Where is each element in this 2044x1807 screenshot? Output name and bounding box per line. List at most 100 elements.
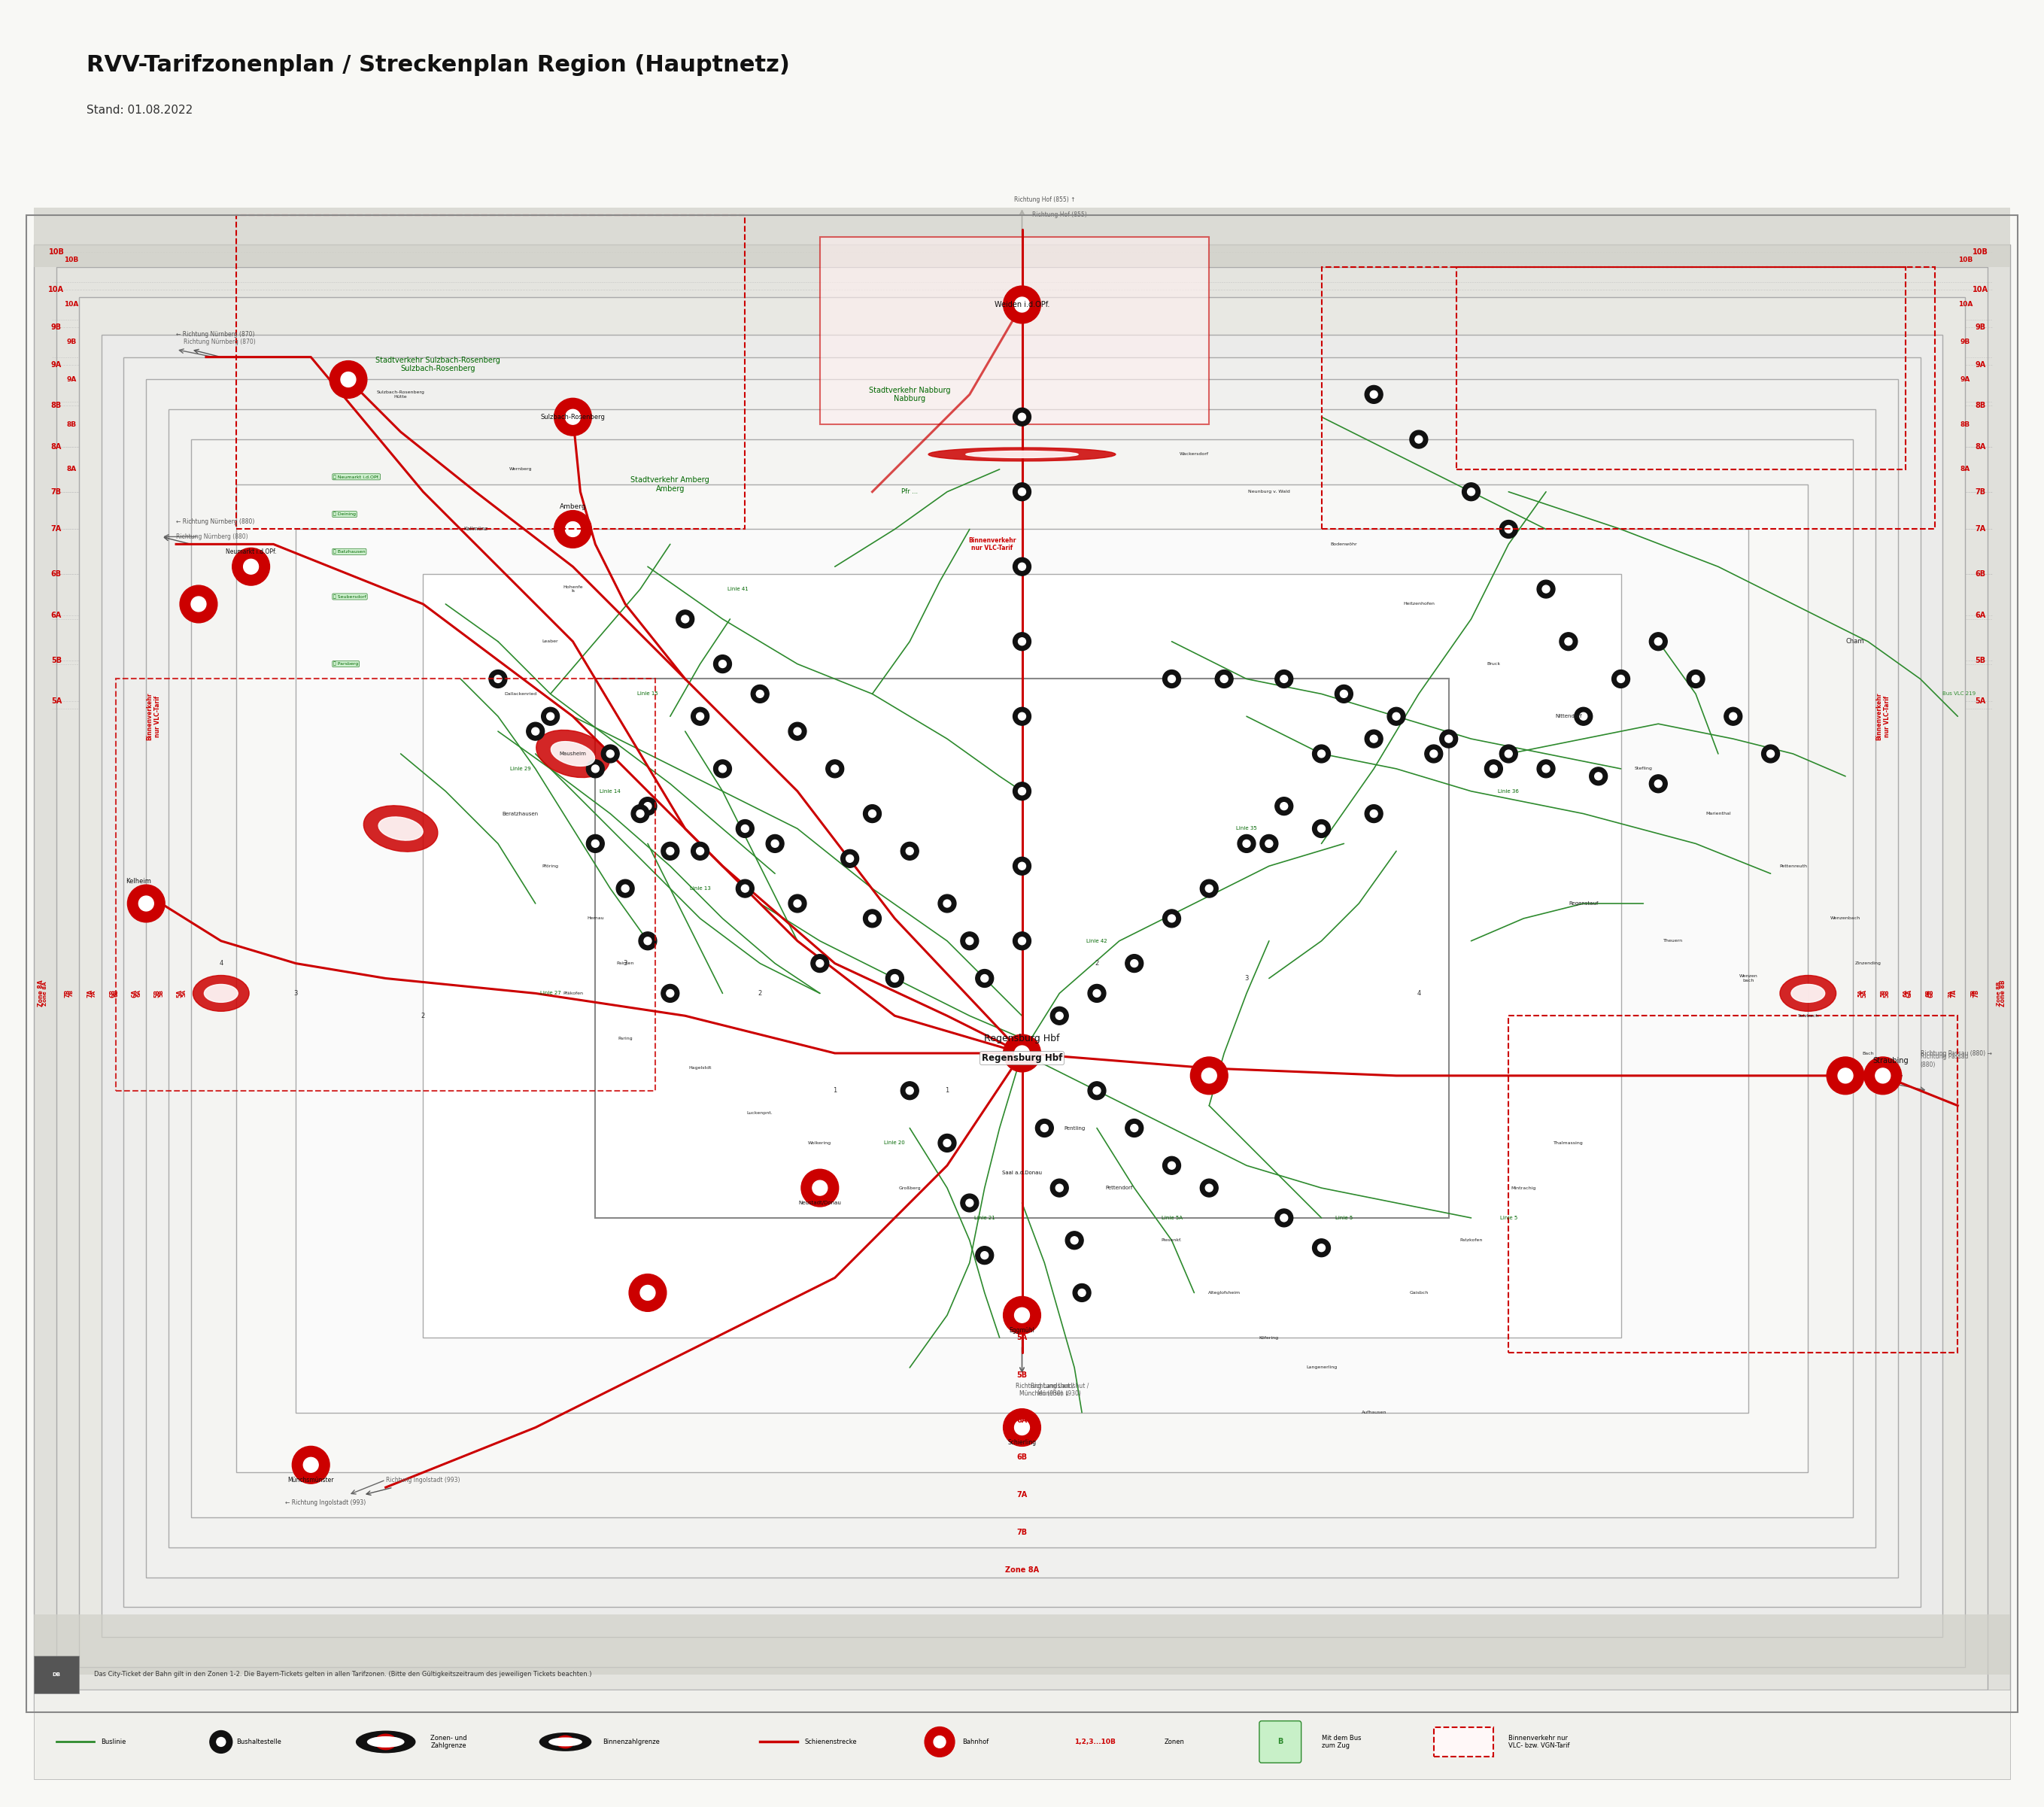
Circle shape xyxy=(1654,638,1662,645)
Circle shape xyxy=(1613,670,1629,688)
Text: Pettenreuth: Pettenreuth xyxy=(1778,864,1807,867)
Text: Schienenstrecke: Schienenstrecke xyxy=(805,1738,856,1746)
Circle shape xyxy=(756,690,764,698)
Text: 4: 4 xyxy=(1416,990,1421,997)
Ellipse shape xyxy=(374,1733,397,1751)
Text: Linie 27: Linie 27 xyxy=(540,990,560,996)
Text: 7B: 7B xyxy=(1970,990,1975,997)
Ellipse shape xyxy=(356,1731,415,1753)
Circle shape xyxy=(243,558,258,575)
Circle shape xyxy=(1014,932,1030,950)
Text: 8A: 8A xyxy=(65,466,76,473)
Bar xyxy=(80,296,1964,1668)
Text: Bruck: Bruck xyxy=(1486,661,1500,665)
Circle shape xyxy=(1214,670,1233,688)
Bar xyxy=(1455,267,1905,470)
Circle shape xyxy=(1126,954,1143,972)
Circle shape xyxy=(1200,1178,1218,1196)
Circle shape xyxy=(934,1737,946,1747)
Text: 6B: 6B xyxy=(1925,990,1930,997)
Circle shape xyxy=(1167,1162,1175,1169)
Circle shape xyxy=(531,728,540,735)
Text: Stadtverkehr Sulzbach-Rosenberg
Sulzbach-Rosenberg: Stadtverkehr Sulzbach-Rosenberg Sulzbach… xyxy=(376,356,501,372)
Text: Schierling: Schierling xyxy=(1008,1438,1036,1446)
Circle shape xyxy=(1018,488,1026,495)
Circle shape xyxy=(1018,638,1026,645)
Text: Buslinie: Buslinie xyxy=(102,1738,127,1746)
Circle shape xyxy=(1566,638,1572,645)
Text: 5A: 5A xyxy=(1016,1334,1028,1341)
Circle shape xyxy=(975,969,993,987)
Text: 8A: 8A xyxy=(51,443,61,450)
Text: Sulzbach-Rosenberg: Sulzbach-Rosenberg xyxy=(540,414,605,421)
Circle shape xyxy=(1369,810,1378,817)
Text: Marienthal: Marienthal xyxy=(1705,811,1731,815)
Circle shape xyxy=(1312,820,1331,838)
Text: Linie 5A: Linie 5A xyxy=(1161,1216,1181,1220)
Circle shape xyxy=(617,880,634,898)
FancyBboxPatch shape xyxy=(1259,1720,1302,1764)
Text: 🚌 Deining: 🚌 Deining xyxy=(333,511,356,517)
Circle shape xyxy=(638,932,656,950)
Text: Wackersdorf: Wackersdorf xyxy=(1179,452,1208,455)
Circle shape xyxy=(1265,840,1273,847)
Circle shape xyxy=(1275,1209,1294,1227)
Circle shape xyxy=(1484,759,1502,777)
Circle shape xyxy=(816,960,824,967)
Text: 🚌 Neumarkt i.d.OPf.: 🚌 Neumarkt i.d.OPf. xyxy=(333,475,380,479)
Text: 🚌 Batzhausen: 🚌 Batzhausen xyxy=(333,549,366,553)
Text: Pentling: Pentling xyxy=(1063,1126,1085,1131)
Text: Wenzenbach: Wenzenbach xyxy=(1829,916,1860,920)
Text: Mintrachig: Mintrachig xyxy=(1511,1185,1537,1189)
Text: 6A: 6A xyxy=(131,988,139,997)
Text: Piesenkf.: Piesenkf. xyxy=(1161,1238,1181,1241)
Bar xyxy=(125,358,1919,1606)
Bar xyxy=(35,1655,80,1693)
Text: 6A: 6A xyxy=(137,990,141,997)
Text: 5B: 5B xyxy=(153,988,161,997)
Circle shape xyxy=(1220,676,1228,683)
Circle shape xyxy=(1876,1068,1891,1082)
Text: Stadtverkehr Amberg
Amberg: Stadtverkehr Amberg Amberg xyxy=(632,477,709,493)
Circle shape xyxy=(677,611,695,629)
Circle shape xyxy=(863,804,881,822)
Circle shape xyxy=(1275,670,1294,688)
Circle shape xyxy=(666,990,675,997)
Text: Münchsmünster: Münchsmünster xyxy=(288,1476,333,1484)
Text: 6B: 6B xyxy=(114,990,119,997)
Text: Pföring: Pföring xyxy=(542,864,558,867)
Text: 9A: 9A xyxy=(1975,361,1985,369)
Circle shape xyxy=(1537,580,1555,598)
Circle shape xyxy=(1686,670,1705,688)
Text: Beratzhausen: Beratzhausen xyxy=(503,811,538,817)
Text: 4: 4 xyxy=(219,960,223,967)
Circle shape xyxy=(1369,735,1378,743)
Circle shape xyxy=(713,654,732,672)
Text: 6A: 6A xyxy=(1016,1417,1028,1424)
Text: Linie 21: Linie 21 xyxy=(975,1216,995,1220)
Circle shape xyxy=(905,847,914,855)
Bar xyxy=(35,244,2009,1711)
Circle shape xyxy=(1200,880,1218,898)
Text: ← Richtung Nürnberg (870): ← Richtung Nürnberg (870) xyxy=(176,331,256,338)
Text: Richtung Passau (880) →: Richtung Passau (880) → xyxy=(1919,1050,1991,1057)
Ellipse shape xyxy=(378,817,423,840)
Circle shape xyxy=(1004,1409,1040,1446)
Text: Wenzen
bach: Wenzen bach xyxy=(1739,974,1758,983)
Text: Zone 8A: Zone 8A xyxy=(43,981,47,1005)
Text: 5B: 5B xyxy=(1975,656,1985,663)
Circle shape xyxy=(1335,685,1353,703)
Circle shape xyxy=(1388,707,1406,725)
Circle shape xyxy=(1580,712,1588,721)
Bar xyxy=(1433,1727,1494,1756)
Text: ← Richtung Nürnberg (880): ← Richtung Nürnberg (880) xyxy=(176,519,256,526)
Circle shape xyxy=(1280,802,1288,810)
Text: 9B: 9B xyxy=(1975,323,1985,331)
Text: 1,2,3...10B: 1,2,3...10B xyxy=(1075,1738,1116,1746)
Circle shape xyxy=(981,974,989,981)
Circle shape xyxy=(1018,788,1026,795)
Circle shape xyxy=(1574,707,1592,725)
Text: Binnenverkehr
nur VLC-Tarif: Binnenverkehr nur VLC-Tarif xyxy=(1876,692,1891,741)
Circle shape xyxy=(1014,1420,1030,1435)
Text: Straubing: Straubing xyxy=(1872,1057,1909,1064)
